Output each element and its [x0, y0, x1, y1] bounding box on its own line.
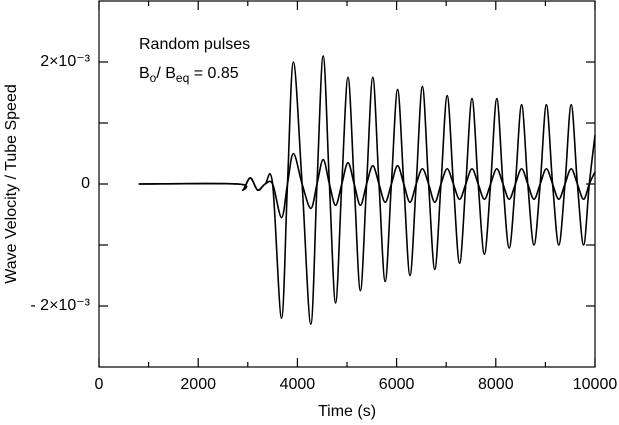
y-tick-label: - 2×10⁻³: [30, 297, 90, 314]
ratio-part: = 0.85: [189, 65, 238, 82]
annotation-title: Random pulses: [139, 36, 250, 53]
x-tick-label: 6000: [379, 376, 415, 393]
y-tick-label: 2×10⁻³: [40, 53, 90, 70]
y-axis-title: Wave Velocity / Tube Speed: [3, 84, 20, 284]
x-tick-label: 8000: [478, 376, 514, 393]
annotation-ratio: Bo/ Beq = 0.85: [139, 65, 239, 85]
x-tick-label: 10000: [573, 376, 618, 393]
ratio-sub: o: [150, 71, 157, 85]
ratio-sub: eq: [176, 71, 189, 85]
x-tick-label: 2000: [180, 376, 216, 393]
x-tick-label: 0: [95, 376, 104, 393]
y-tick-label: 0: [81, 175, 90, 192]
ratio-part: B: [139, 65, 150, 82]
series-line: [138, 152, 596, 219]
x-tick-label: 4000: [280, 376, 316, 393]
series-line: [138, 55, 596, 326]
x-axis-title: Time (s): [318, 403, 376, 420]
ratio-part: / B: [156, 65, 176, 82]
